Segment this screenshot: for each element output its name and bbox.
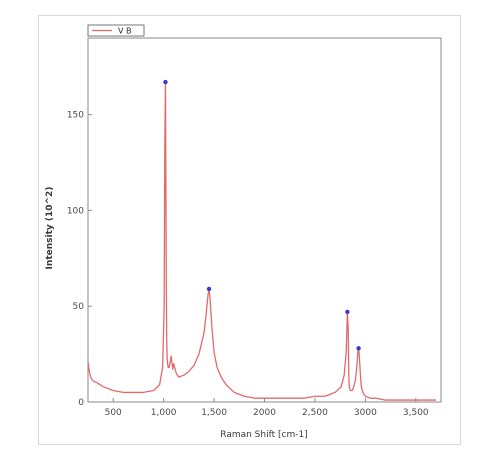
x-axis-title: Raman Shift [cm-1]: [220, 430, 307, 440]
y-tick-label: 100: [67, 206, 84, 216]
x-axis: 500 1,000 1,500 2000 2,500 3000 3,500: [105, 398, 429, 418]
legend-box: [87, 24, 145, 37]
x-tick-label: 2000: [253, 408, 276, 418]
peak-marker: [356, 346, 361, 351]
x-tick-label: 1,000: [151, 408, 177, 418]
y-axis: 0 50 100 150: [67, 111, 92, 408]
legend: V B: [87, 24, 145, 37]
x-tick-label: 2,500: [302, 408, 328, 418]
peak-marker: [206, 286, 212, 292]
x-tick-label: 500: [105, 408, 122, 418]
y-tick-label: 150: [67, 111, 84, 121]
y-tick-label: 50: [73, 302, 85, 312]
plot-area: [87, 37, 442, 403]
chart-frame: [38, 15, 461, 445]
y-axis-title: Intensity (10^2): [45, 187, 55, 270]
peak-marker: [163, 79, 168, 85]
series-line-vb: [87, 81, 436, 401]
peak-markers: [163, 79, 361, 351]
legend-entry-label: V B: [118, 27, 132, 36]
x-tick-label: 3,500: [403, 408, 429, 418]
y-tick-label: 0: [78, 398, 84, 408]
x-tick-label: 1,500: [201, 408, 227, 418]
x-tick-label: 3000: [354, 408, 377, 418]
peak-marker: [345, 309, 350, 315]
